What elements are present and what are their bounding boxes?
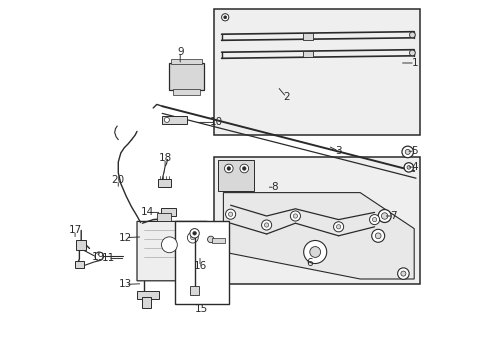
Circle shape (410, 50, 416, 56)
Circle shape (224, 164, 233, 173)
Circle shape (190, 229, 199, 238)
Text: 15: 15 (195, 304, 208, 314)
Text: 8: 8 (271, 182, 278, 192)
Circle shape (191, 235, 195, 240)
Circle shape (372, 217, 377, 222)
Circle shape (310, 247, 320, 257)
Bar (173, 89, 200, 95)
Text: 13: 13 (119, 279, 132, 289)
Circle shape (375, 233, 381, 239)
Circle shape (225, 209, 236, 219)
Bar (303, 51, 314, 57)
Circle shape (404, 163, 414, 172)
Circle shape (193, 231, 196, 235)
Circle shape (378, 210, 391, 222)
Text: 9: 9 (177, 47, 184, 57)
Text: 1: 1 (412, 58, 418, 68)
Text: 7: 7 (390, 211, 396, 221)
Bar (143, 297, 151, 308)
Circle shape (228, 212, 233, 216)
Bar (137, 291, 159, 299)
Text: 17: 17 (69, 225, 82, 235)
Circle shape (369, 215, 380, 225)
Bar (215, 9, 419, 135)
Circle shape (293, 214, 297, 218)
Text: 20: 20 (112, 175, 125, 185)
Bar (76, 240, 86, 250)
Bar (162, 116, 187, 124)
Circle shape (187, 232, 198, 243)
Circle shape (398, 268, 409, 279)
Circle shape (227, 167, 231, 170)
Text: 11: 11 (101, 253, 115, 264)
Text: 18: 18 (158, 153, 172, 163)
Circle shape (265, 223, 269, 227)
Bar (170, 63, 204, 90)
Text: 2: 2 (283, 92, 290, 102)
Text: 19: 19 (92, 252, 105, 262)
Text: 10: 10 (210, 117, 223, 127)
Text: 5: 5 (412, 146, 418, 156)
Bar (157, 213, 171, 221)
Circle shape (95, 252, 103, 261)
Text: 12: 12 (119, 233, 132, 243)
Polygon shape (223, 193, 414, 279)
Circle shape (304, 240, 327, 264)
Circle shape (381, 213, 388, 219)
Circle shape (221, 14, 229, 21)
Circle shape (405, 149, 410, 154)
Circle shape (410, 32, 416, 38)
Circle shape (262, 220, 271, 230)
Bar (158, 179, 171, 187)
Circle shape (291, 211, 300, 221)
Circle shape (164, 117, 170, 122)
Circle shape (243, 167, 246, 170)
Circle shape (208, 236, 214, 243)
Bar (75, 261, 84, 268)
Circle shape (402, 146, 414, 158)
Text: 14: 14 (141, 207, 154, 217)
Bar (175, 221, 229, 304)
Bar (218, 160, 254, 191)
Circle shape (372, 229, 385, 242)
Bar (162, 208, 176, 216)
Bar (212, 238, 225, 243)
Bar (303, 33, 314, 40)
Bar (190, 286, 199, 295)
Text: 16: 16 (194, 261, 207, 271)
Text: 4: 4 (412, 162, 418, 172)
Bar (171, 59, 202, 64)
Circle shape (162, 237, 177, 253)
Circle shape (240, 164, 248, 173)
Circle shape (407, 166, 411, 169)
Text: 3: 3 (335, 146, 342, 156)
Polygon shape (137, 221, 207, 295)
Text: 6: 6 (306, 258, 313, 268)
Bar (215, 157, 419, 284)
Circle shape (401, 271, 406, 276)
Circle shape (337, 225, 341, 229)
Circle shape (224, 16, 227, 19)
Circle shape (334, 222, 343, 232)
